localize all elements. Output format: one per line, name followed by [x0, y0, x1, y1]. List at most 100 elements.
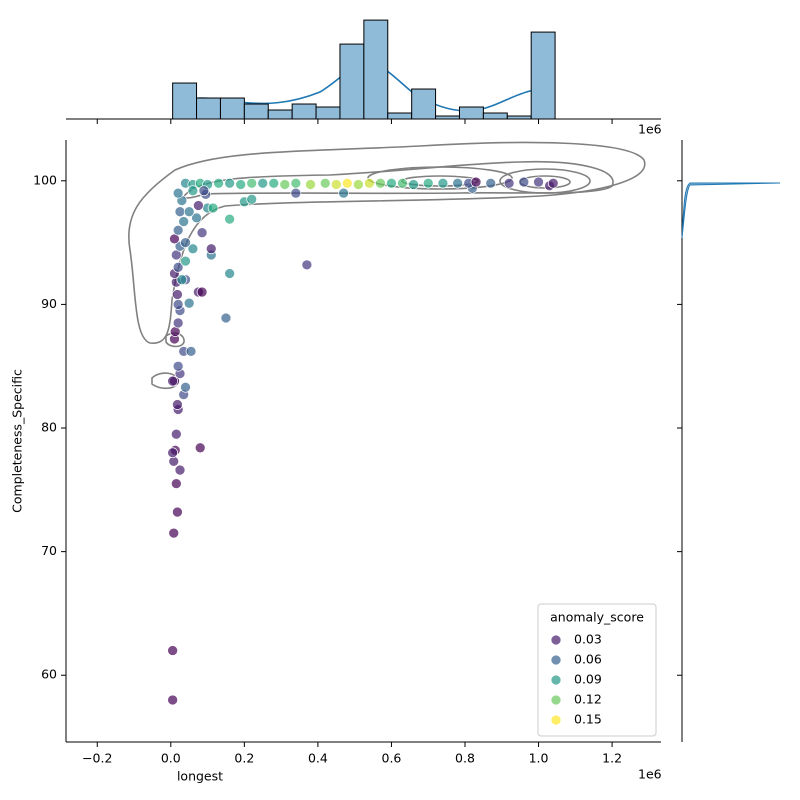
scatter-point — [172, 506, 183, 518]
x-axis-label: longest — [177, 769, 223, 784]
scatter-point — [172, 299, 184, 310]
legend-marker — [550, 634, 562, 646]
x-tick-label: 0.0 — [161, 751, 181, 766]
scatter-point — [172, 399, 183, 410]
scatter-point — [290, 187, 302, 199]
scatter-point — [533, 176, 544, 188]
scatter-point — [196, 227, 208, 239]
x-tick-label: 0.2 — [234, 751, 254, 766]
x-tick-label: 0.4 — [308, 751, 328, 766]
scatter-point — [168, 527, 180, 539]
scatter-point — [213, 177, 224, 189]
scatter-point — [257, 177, 269, 189]
scatter-point — [305, 179, 316, 190]
histogram-bar — [411, 88, 437, 120]
legend-marker — [550, 714, 562, 726]
scatter-point — [167, 694, 178, 706]
y-tick-label: 80 — [41, 420, 57, 435]
histogram-bar — [435, 115, 460, 120]
scatter-point — [172, 224, 184, 236]
x-offset-label: 1e6 — [638, 767, 662, 782]
scatter-point — [180, 381, 191, 393]
scatter-point — [437, 177, 449, 189]
scatter-point — [176, 274, 188, 286]
x-tick-label: −0.2 — [82, 751, 112, 766]
histogram-bar — [196, 97, 221, 120]
kde-contour — [183, 160, 614, 199]
scatter-point — [191, 212, 202, 224]
scatter-point — [178, 216, 190, 227]
histogram-bar — [267, 109, 293, 120]
scatter-point — [174, 206, 186, 218]
y-axis-label: Completeness_Specific — [10, 369, 25, 513]
x-tick-label: 1.0 — [529, 751, 549, 766]
legend-box — [537, 603, 657, 737]
scatter-point — [187, 185, 199, 197]
kde-contour — [499, 168, 591, 194]
scatter-point — [172, 289, 183, 300]
scatter-point — [180, 237, 191, 248]
scatter-point — [485, 177, 497, 189]
scatter-point — [452, 177, 463, 189]
histogram-bar — [363, 19, 389, 120]
histogram-bar — [291, 103, 317, 120]
legend-label: 0.09 — [574, 672, 602, 687]
scatter-point — [207, 202, 219, 214]
legend-marker — [550, 674, 562, 686]
scatter-point — [246, 193, 258, 205]
scatter-point — [341, 177, 353, 189]
scatter-point — [397, 177, 408, 189]
scatter-point — [386, 177, 397, 189]
y-tick-label: 60 — [41, 667, 57, 682]
x-tick-label: 1.2 — [602, 751, 622, 766]
x-tick-label: 0.6 — [382, 751, 402, 766]
scatter-point — [198, 185, 210, 197]
legend-title: anomaly_score — [550, 610, 644, 625]
legend-label: 0.15 — [574, 712, 602, 727]
scatter-point — [290, 177, 302, 189]
scatter-point — [220, 312, 232, 324]
histogram-bar — [387, 112, 413, 120]
scatter-point — [205, 243, 217, 255]
right-marginal-distribution — [681, 182, 781, 239]
scatter-point — [172, 360, 184, 372]
scatter-point — [224, 213, 235, 225]
scatter-point — [279, 179, 291, 190]
y-tick-label: 100 — [33, 172, 57, 187]
histogram-bar — [482, 112, 508, 120]
scatter-point — [170, 428, 182, 440]
histogram-bar — [458, 106, 484, 120]
histogram-bar — [530, 31, 556, 120]
legend-label: 0.03 — [574, 632, 602, 647]
y-tick-label: 90 — [41, 296, 57, 311]
scatter-point — [319, 177, 331, 189]
legend-label: 0.12 — [574, 692, 602, 707]
scatter-point — [170, 478, 182, 489]
scatter-point — [235, 179, 247, 190]
scatter-point — [167, 645, 178, 656]
scatter-point — [268, 177, 280, 189]
kde-contour — [367, 166, 513, 190]
scatter-point — [187, 243, 199, 255]
scatter-point — [330, 179, 342, 190]
scatter-point — [408, 179, 419, 190]
scatter-point — [167, 375, 178, 387]
scatter-point — [375, 177, 386, 189]
histogram-bar — [219, 97, 245, 120]
scatter-point — [167, 447, 178, 459]
legend-label: 0.06 — [574, 652, 602, 667]
scatter-point — [183, 206, 195, 218]
histogram-bar — [315, 106, 341, 120]
top-offset-label: 1e6 — [638, 122, 662, 137]
scatter-point — [172, 317, 184, 329]
scatter-point — [353, 179, 364, 190]
scatter-point — [224, 268, 235, 279]
legend-marker — [550, 694, 562, 706]
scatter-point — [364, 177, 375, 189]
scatter-point — [193, 200, 204, 211]
scatter-point — [183, 297, 195, 309]
legend: anomaly_score 0.03 0.06 0.09 0.12 0.15 — [537, 603, 657, 737]
legend-marker — [550, 654, 562, 666]
histogram-bar — [172, 82, 198, 120]
